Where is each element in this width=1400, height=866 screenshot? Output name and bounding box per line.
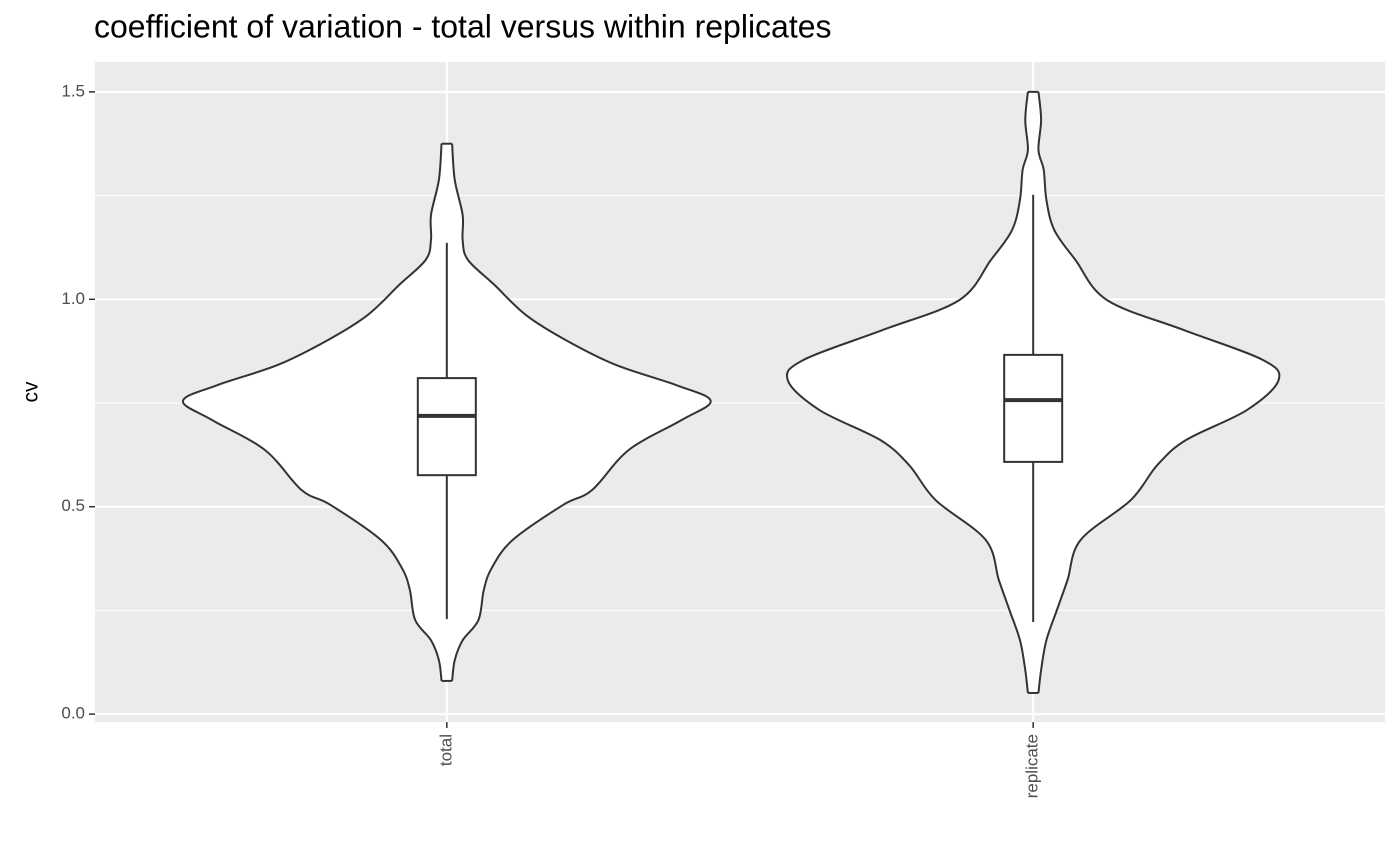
box [1003,353,1064,463]
chart-title: coefficient of variation - total versus … [94,8,832,44]
x-tick-label: replicate [1023,734,1042,798]
violin-outline [181,143,443,682]
y-tick-label: 1.5 [61,81,85,100]
x-tick-label: total [436,734,455,766]
violin-outline [1037,91,1281,694]
violin-outline [785,91,1029,694]
box [416,377,477,477]
y-axis-title: cv [20,381,43,403]
y-tick-label: 0.5 [61,496,85,515]
violin-outline [451,143,712,682]
y-tick-label: 1.0 [61,289,85,308]
y-tick-label: 0.0 [61,704,85,723]
